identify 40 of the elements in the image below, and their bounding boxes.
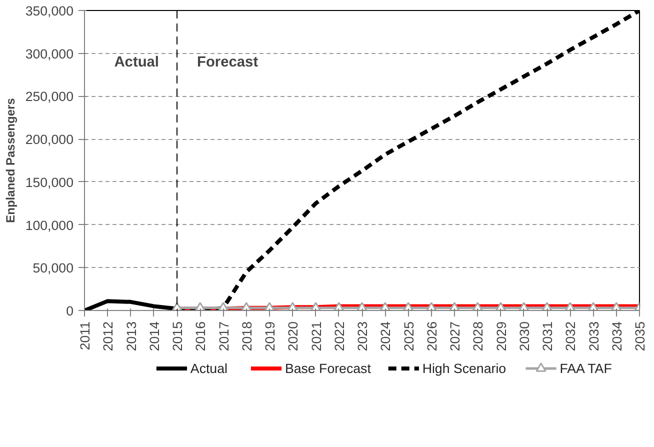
y-tick-label: 100,000: [25, 218, 74, 233]
y-tick-label: 200,000: [25, 132, 74, 148]
x-tick-label: 2026: [424, 321, 440, 352]
x-tick-label: 2035: [632, 321, 648, 352]
x-tick-label: 2025: [401, 321, 416, 352]
y-tick-label: 0: [66, 304, 74, 318]
x-tick-label: 2032: [563, 321, 578, 352]
y-tick-label: 350,000: [25, 4, 74, 18]
y-axis-title: Enplaned Passengers: [3, 98, 18, 223]
x-tick-label: 2011: [78, 321, 92, 350]
x-tick-label: 2017: [216, 321, 232, 352]
x-tick-label: 2016: [193, 321, 208, 352]
x-tick-label: 2021: [308, 321, 324, 352]
legend-label: High Scenario: [422, 361, 506, 376]
x-tick-label: 2027: [448, 321, 462, 352]
x-tick-label: 2028: [470, 321, 486, 352]
x-tick-label: 2024: [378, 320, 394, 352]
x-tick-label: 2012: [100, 321, 116, 352]
legend-label: Base Forecast: [284, 361, 372, 376]
annotation: Actual: [114, 54, 160, 70]
y-tick-label: 250,000: [25, 89, 74, 104]
x-tick-label: 2022: [332, 321, 347, 352]
y-tick-label: 150,000: [25, 174, 74, 190]
x-tick-label: 2029: [494, 321, 509, 352]
y-tick-label: 50,000: [32, 260, 74, 276]
annotation: Forecast: [197, 54, 258, 70]
x-tick-label: 2018: [239, 321, 254, 352]
x-tick-label: 2023: [355, 321, 370, 352]
x-tick-label: 2014: [146, 320, 162, 352]
x-tick-label: 2031: [540, 321, 555, 352]
legend-label: FAA TAF: [560, 361, 612, 376]
x-tick-label: 2030: [516, 321, 532, 352]
legend-label: Actual: [190, 361, 228, 376]
x-tick-label: 2013: [124, 321, 139, 352]
x-tick-label: 2034: [609, 320, 624, 352]
x-tick-label: 2020: [286, 321, 301, 352]
x-tick-label: 2015: [170, 321, 185, 352]
x-tick-label: 2033: [586, 321, 602, 352]
y-tick-label: 300,000: [25, 46, 74, 62]
x-tick-label: 2019: [262, 321, 278, 352]
